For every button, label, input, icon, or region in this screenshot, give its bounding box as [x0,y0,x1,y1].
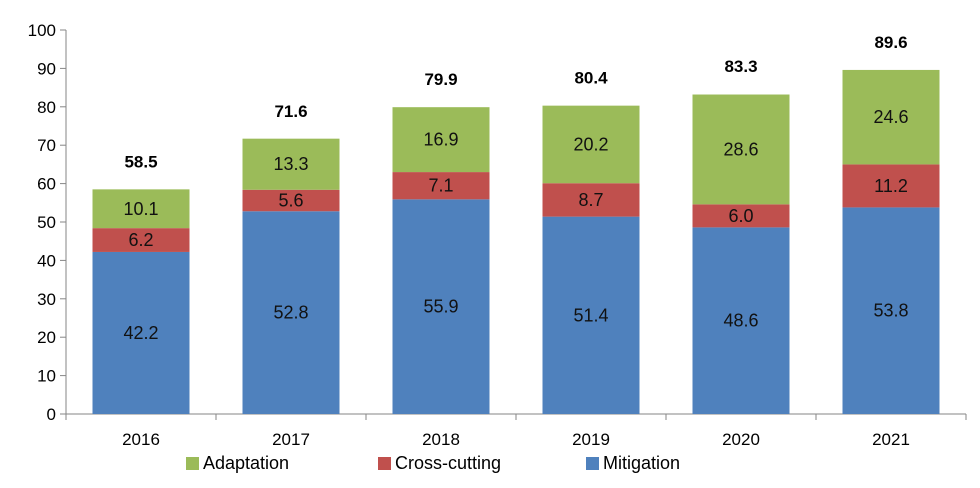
y-tick-label: 70 [37,136,56,155]
total-label: 80.4 [574,68,608,87]
data-label: 6.0 [728,206,753,226]
legend-swatch-adaptation [186,457,199,470]
total-label: 89.6 [874,33,907,52]
x-tick-label: 2021 [872,430,910,449]
y-tick-label: 30 [37,290,56,309]
x-tick-label: 2018 [422,430,460,449]
y-tick-label: 50 [37,213,56,232]
x-tick-label: 2016 [122,430,160,449]
data-label: 7.1 [428,176,453,196]
legend-label: Cross-cutting [395,453,501,473]
x-tick-label: 2019 [572,430,610,449]
data-label: 13.3 [273,154,308,174]
data-label: 24.6 [873,107,908,127]
bar-segment-mitigation [92,251,190,414]
bar-segment-adaptation [692,94,790,205]
legend-swatch-mitigation [586,457,599,470]
data-label: 11.2 [874,176,908,196]
data-label: 55.9 [423,297,458,317]
bar-segment-cross-cutting [392,172,490,200]
y-tick-label: 40 [37,251,56,270]
bar-segment-adaptation [392,107,490,173]
data-label: 28.6 [723,139,758,159]
data-label: 10.1 [123,199,158,219]
data-label: 53.8 [873,301,908,321]
bar-segment-cross-cutting [92,228,190,252]
bar-segment-mitigation [392,199,490,414]
data-label: 52.8 [273,303,308,323]
bar-segment-cross-cutting [692,204,790,228]
data-label: 20.2 [573,134,608,154]
bar-segment-cross-cutting [542,183,640,217]
bar-segment-adaptation [242,138,340,190]
bar-segment-adaptation [92,189,190,229]
bar-segment-adaptation [842,69,940,165]
total-label: 58.5 [124,152,157,171]
x-tick-label: 2020 [722,430,760,449]
y-tick-label: 20 [37,328,56,347]
bar-segment-mitigation [242,211,340,414]
y-tick-label: 90 [37,59,56,78]
y-tick-label: 60 [37,175,56,194]
y-tick-label: 80 [37,98,56,117]
legend-label: Adaptation [203,453,289,473]
bar-segment-adaptation [542,105,640,184]
legend-swatch-cross-cutting [378,457,391,470]
y-tick-label: 100 [28,21,56,40]
bar-segment-cross-cutting [242,189,340,212]
bar-segment-mitigation [842,207,940,414]
total-label: 83.3 [724,57,757,76]
y-tick-label: 10 [37,367,56,386]
bar-segment-mitigation [692,227,790,414]
data-label: 5.6 [278,190,303,210]
bar-segment-cross-cutting [842,164,940,208]
data-label: 48.6 [723,311,758,331]
data-label: 6.2 [128,230,153,250]
data-label: 8.7 [578,190,603,210]
data-label: 51.4 [573,305,608,325]
data-label: 16.9 [423,130,458,150]
total-label: 71.6 [274,102,307,121]
data-label: 42.2 [123,323,158,343]
y-tick-label: 0 [47,405,56,424]
legend-label: Mitigation [603,453,680,473]
total-label: 79.9 [424,70,457,89]
x-tick-label: 2017 [272,430,310,449]
bar-segment-mitigation [542,216,640,414]
